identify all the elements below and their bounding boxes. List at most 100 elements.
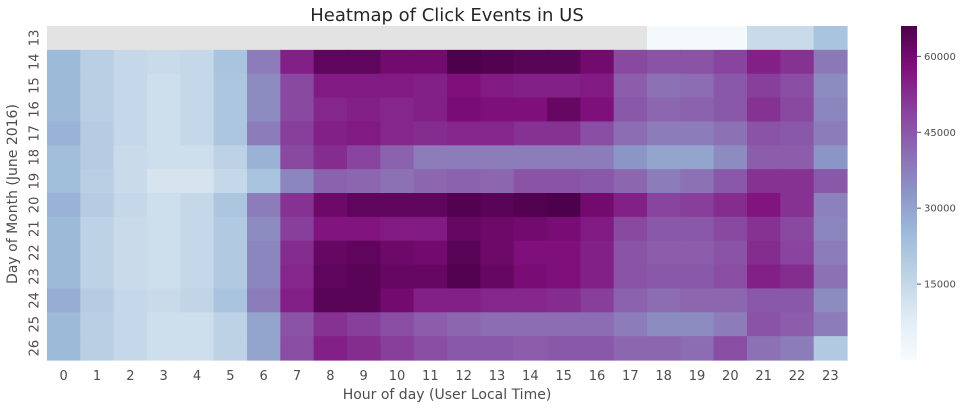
y-tick-label: 23	[28, 268, 43, 285]
y-tick-label: 19	[28, 173, 43, 190]
heatmap-cell	[313, 288, 348, 313]
heatmap-cell	[247, 336, 281, 361]
heatmap-cell	[380, 288, 415, 313]
heatmap-cell	[47, 216, 81, 242]
x-tick-label: 5	[226, 369, 234, 384]
heatmap-cell	[680, 336, 715, 361]
x-tick-label: 19	[689, 369, 706, 384]
y-tick-label: 15	[28, 77, 43, 94]
heatmap-cell	[380, 97, 415, 123]
heatmap-cell	[780, 49, 815, 75]
x-tick-label: 22	[789, 369, 806, 384]
heatmap-cell	[347, 336, 381, 361]
heatmap-cell	[180, 73, 215, 99]
heatmap-cell	[380, 216, 415, 242]
heatmap-cell	[513, 121, 548, 146]
heatmap-cells	[47, 26, 848, 361]
heatmap-cell	[513, 240, 548, 266]
heatmap-cell	[513, 26, 548, 51]
heatmap-cell	[113, 145, 148, 170]
heatmap-cell	[680, 169, 715, 194]
heatmap-cell	[80, 145, 115, 170]
heatmap-cell	[313, 312, 348, 337]
heatmap-cell	[547, 312, 581, 337]
heatmap-cell	[613, 216, 648, 242]
heatmap-cell	[380, 240, 415, 266]
heatmap-cell	[447, 336, 481, 361]
heatmap-cell	[580, 240, 615, 266]
heatmap-cell	[313, 216, 348, 242]
heatmap-cell	[180, 169, 215, 194]
heatmap-cell	[280, 49, 315, 75]
heatmap-cell	[413, 49, 448, 75]
heatmap-cell	[613, 26, 648, 51]
heatmap-cell	[80, 216, 115, 242]
heatmap-cell	[813, 312, 848, 337]
heatmap-cell	[213, 49, 248, 75]
heatmap-cell	[113, 216, 148, 242]
heatmap-cell	[380, 73, 415, 99]
y-tick-label: 16	[28, 101, 43, 118]
heatmap-cell	[647, 73, 681, 99]
x-tick-label: 3	[160, 369, 168, 384]
heatmap-cell	[80, 49, 115, 75]
heatmap-cell	[680, 97, 715, 123]
y-tick-label: 14	[28, 54, 43, 71]
heatmap-cell	[247, 264, 281, 290]
heatmap-cell	[380, 264, 415, 290]
heatmap-cell	[813, 121, 848, 146]
colorbar-tick-label: 15000	[924, 280, 956, 291]
heatmap-cell	[680, 288, 715, 313]
heatmap-cell	[780, 288, 815, 313]
heatmap-cell	[47, 121, 81, 146]
y-tick-label: 13	[28, 30, 43, 47]
heatmap-cell	[647, 193, 681, 218]
heatmap-cell	[613, 49, 648, 75]
heatmap-cell	[147, 193, 181, 218]
heatmap-cell	[47, 288, 81, 313]
heatmap-cell	[480, 73, 515, 99]
heatmap-cell	[113, 121, 148, 146]
heatmap-cell	[480, 145, 515, 170]
heatmap-cell	[380, 26, 415, 51]
heatmap-cell	[580, 264, 615, 290]
heatmap-cell	[513, 193, 548, 218]
y-tick-label: 21	[28, 221, 43, 238]
heatmap-cell	[213, 240, 248, 266]
heatmap-cell	[680, 193, 715, 218]
heatmap-cell	[247, 312, 281, 337]
heatmap-cell	[447, 49, 481, 75]
x-tick-label: 0	[60, 369, 68, 384]
heatmap-cell	[647, 240, 681, 266]
heatmap-cell	[380, 336, 415, 361]
heatmap-cell	[513, 169, 548, 194]
heatmap-cell	[380, 145, 415, 170]
heatmap-cell	[80, 169, 115, 194]
heatmap-cell	[447, 169, 481, 194]
heatmap-cell	[680, 26, 715, 51]
heatmap-cell	[613, 288, 648, 313]
heatmap-cell	[780, 336, 815, 361]
colorbar	[901, 26, 917, 360]
heatmap-cell	[313, 121, 348, 146]
heatmap-cell	[747, 216, 781, 242]
heatmap-cell	[747, 145, 781, 170]
heatmap-cell	[480, 169, 515, 194]
heatmap-cell	[680, 49, 715, 75]
heatmap-cell	[747, 240, 781, 266]
heatmap-cell	[380, 169, 415, 194]
heatmap-cell	[247, 240, 281, 266]
heatmap-cell	[613, 73, 648, 99]
heatmap-cell	[47, 264, 81, 290]
heatmap-cell	[180, 264, 215, 290]
heatmap-cell	[547, 49, 581, 75]
heatmap-cell	[47, 193, 81, 218]
heatmap-cell	[213, 312, 248, 337]
heatmap-cell	[247, 26, 281, 51]
y-tick-label: 24	[28, 292, 43, 309]
heatmap-cell	[780, 264, 815, 290]
heatmap-cell	[147, 121, 181, 146]
heatmap-cell	[580, 312, 615, 337]
heatmap-cell	[247, 49, 281, 75]
heatmap-cell	[580, 121, 615, 146]
